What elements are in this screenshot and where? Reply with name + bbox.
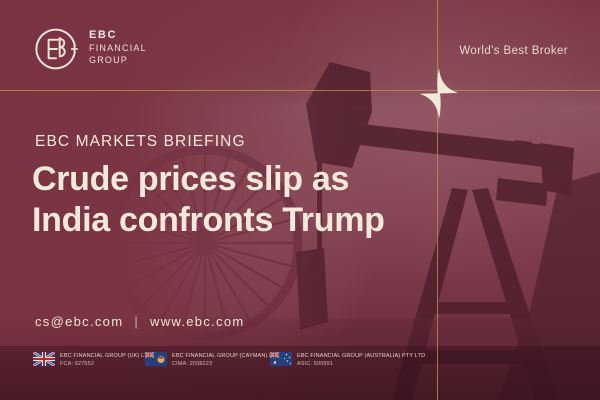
australia-flag-icon — [270, 352, 292, 366]
ebc-logo: EBC FINANCIAL GROUP — [33, 26, 147, 72]
entity-license: CIMA: 2038223 — [172, 360, 213, 367]
entity-cayman-text: EBC FINANCIAL GROUP (CAYMAN) LTD CIMA: 2… — [172, 352, 280, 368]
entity-name: EBC FINANCIAL GROUP (UK) LTD — [60, 353, 152, 359]
logo-text-line2: FINANCIAL — [89, 43, 147, 54]
ebc-logo-text: EBC FINANCIAL GROUP — [89, 28, 147, 69]
entity-name: EBC FINANCIAL GROUP (AUSTRALIA) PTY LTD — [297, 353, 426, 359]
logo-text-line3: GROUP — [89, 55, 129, 66]
ebc-logo-icon — [35, 28, 78, 70]
headline-line1: Crude prices slip as — [32, 160, 350, 198]
cayman-flag-icon — [145, 352, 167, 366]
headline-line2: India confronts Trump — [32, 201, 385, 239]
email-link[interactable]: cs@ebc.com — [35, 314, 124, 329]
headline: Crude prices slip as India confronts Tru… — [32, 159, 385, 241]
gold-horizontal-line — [0, 90, 600, 91]
sparkle-icon — [419, 68, 457, 119]
contact-row: cs@ebc.com | www.ebc.com — [35, 314, 245, 329]
entity-australia-text: EBC FINANCIAL GROUP (AUSTRALIA) PTY LTD … — [297, 352, 425, 368]
entity-uk-text: EBC FINANCIAL GROUP (UK) LTD FCA: 927552 — [60, 352, 152, 368]
entity-license: FCA: 927552 — [60, 360, 95, 367]
entity-license: ASIC: 500991 — [297, 360, 334, 367]
entity-uk: EBC FINANCIAL GROUP (UK) LTD FCA: 927552 — [33, 352, 152, 368]
gold-vertical-line — [437, 0, 438, 400]
tagline: World's Best Broker — [459, 45, 568, 57]
footer-strip — [0, 346, 600, 400]
entity-australia: EBC FINANCIAL GROUP (AUSTRALIA) PTY LTD … — [270, 352, 425, 368]
logo-text-line1: EBC — [89, 28, 118, 41]
kicker: EBC MARKETS BRIEFING — [35, 133, 246, 150]
entity-name: EBC FINANCIAL GROUP (CAYMAN) LTD — [172, 353, 280, 359]
website-link[interactable]: www.ebc.com — [150, 314, 245, 329]
entity-cayman: EBC FINANCIAL GROUP (CAYMAN) LTD CIMA: 2… — [145, 352, 280, 368]
contact-separator: | — [134, 314, 140, 329]
uk-flag-icon — [33, 352, 55, 366]
